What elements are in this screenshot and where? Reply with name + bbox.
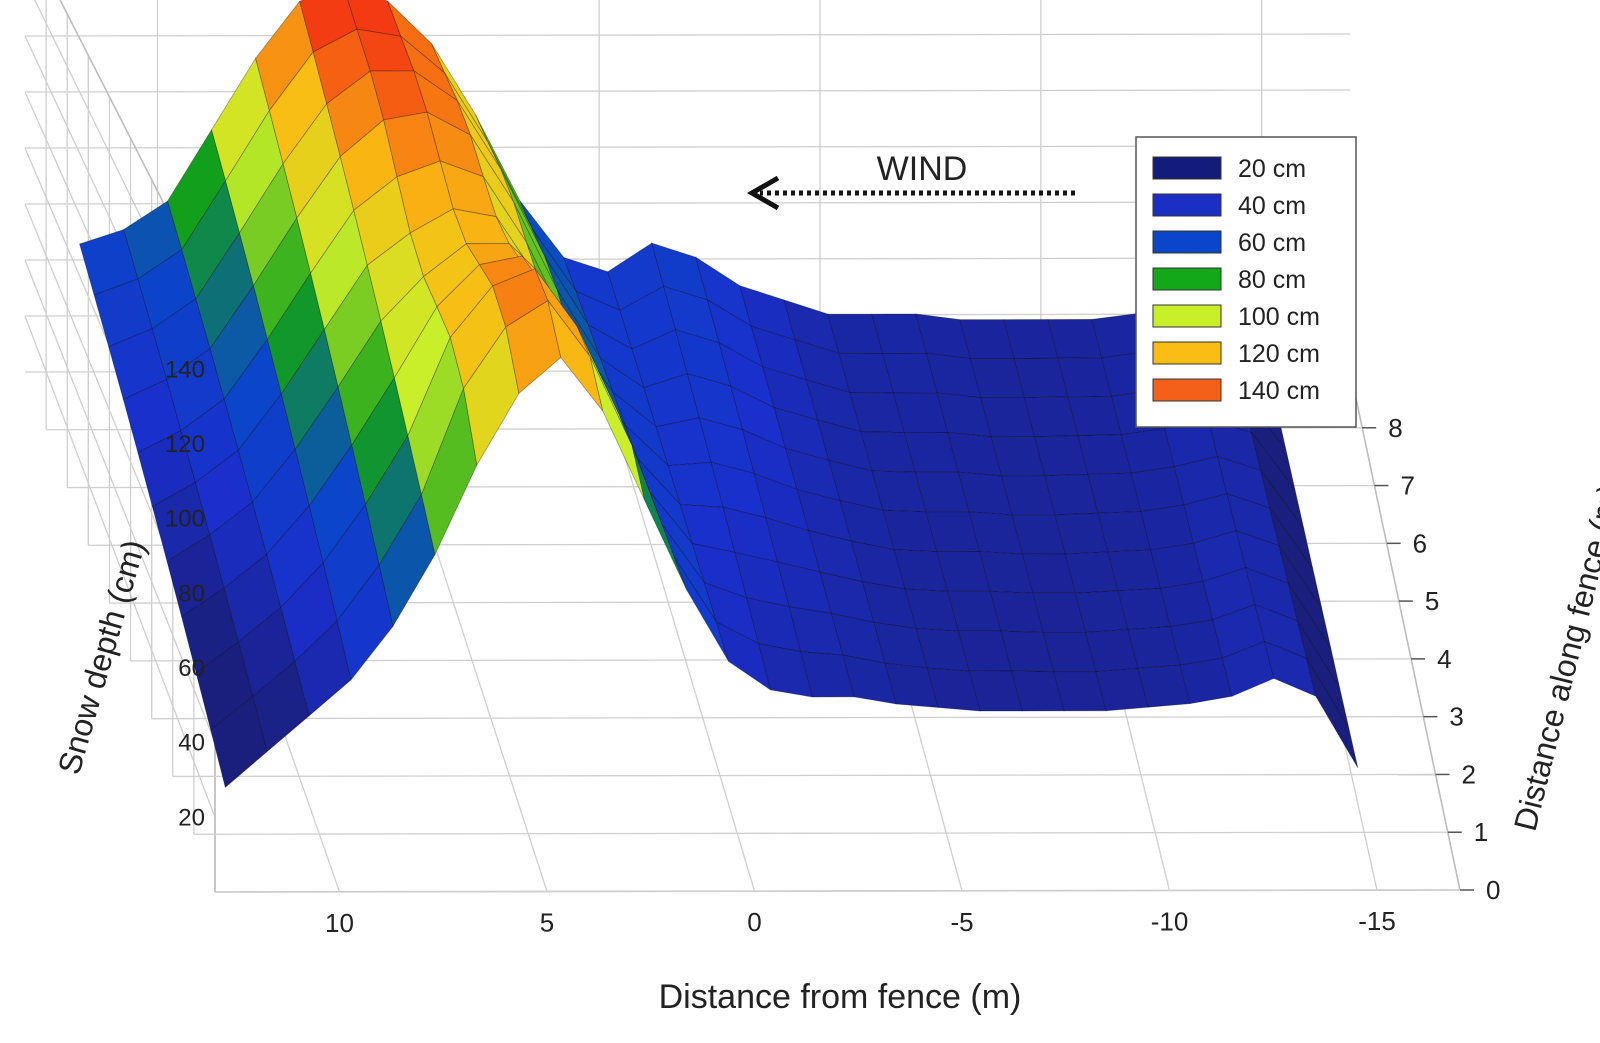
legend-swatch — [1152, 378, 1222, 402]
legend-label: 100 cm — [1238, 303, 1320, 331]
z-axis-ticks: 20 40 60 80 100 120 140 — [165, 356, 205, 831]
wind-annotation: WIND — [877, 150, 968, 188]
floor-gridline-y — [172, 773, 1436, 778]
z-tick-label: 120 — [165, 431, 205, 458]
y-tick-label: 8 — [1388, 413, 1402, 443]
legend-swatch — [1152, 267, 1222, 291]
axis-box-edge — [1349, 369, 1461, 891]
y-axis-ticks: 0 1 2 3 4 5 6 7 8 — [1362, 413, 1500, 905]
z-tick-label: 20 — [178, 804, 205, 831]
y-tick-label: 5 — [1425, 586, 1439, 616]
x-tick-label: 10 — [325, 908, 354, 938]
floor-gridline-y — [214, 889, 1461, 893]
x-tick-label: -10 — [1151, 906, 1189, 936]
legend-label: 20 cm — [1238, 155, 1306, 183]
surface-patch — [1278, 545, 1332, 649]
x-axis-ticks: 10 5 0 -5 -10 -15 — [325, 906, 1396, 938]
y-tick-label: 6 — [1413, 528, 1427, 558]
floor-gridline-y — [151, 716, 1424, 720]
z-axis-label: Snow depth (cm) — [51, 536, 152, 778]
legend-label: 140 cm — [1238, 377, 1320, 405]
x-tick-label: -15 — [1358, 906, 1396, 936]
y-tick-label: 0 — [1486, 875, 1500, 905]
legend: 20 cm 40 cm 60 cm 80 cm 100 cm 120 cm 140 cm — [1135, 136, 1357, 428]
legend-swatch — [1152, 193, 1222, 217]
y-tick-label: 3 — [1449, 702, 1463, 732]
z-tick-label: 60 — [178, 655, 205, 682]
y-tick-label: 2 — [1462, 759, 1476, 789]
wind-arrow-icon — [746, 175, 1075, 211]
z-tick-label: 140 — [165, 356, 205, 383]
legend-swatch — [1152, 341, 1222, 365]
legend-label: 40 cm — [1238, 192, 1306, 220]
surface-patch — [1306, 658, 1359, 768]
z-tick-label: 40 — [178, 730, 205, 757]
y-tick-label: 4 — [1437, 644, 1451, 674]
legend-label: 120 cm — [1238, 340, 1320, 368]
legend-label: 80 cm — [1238, 266, 1306, 294]
wind-arrow-head — [746, 175, 780, 211]
y-tick-label: 7 — [1400, 471, 1414, 501]
y-tick-label: 1 — [1474, 817, 1488, 847]
floor-gridline-y — [193, 831, 1448, 835]
legend-swatch — [1152, 156, 1222, 180]
z-tick-label: 80 — [178, 580, 205, 607]
x-axis-label: Distance from fence (m) — [659, 978, 1022, 1016]
snow-surface — [79, 0, 1359, 789]
x-tick-label: -5 — [950, 907, 973, 937]
surface-patch — [1287, 583, 1341, 689]
side-gridline-z — [24, 315, 216, 818]
legend-swatch — [1152, 230, 1222, 254]
surface-patch — [299, 0, 358, 53]
legend-label: 60 cm — [1238, 229, 1306, 257]
surface-patch — [1297, 620, 1350, 729]
back-gridline-z — [24, 89, 1351, 93]
x-tick-label: 5 — [540, 907, 554, 937]
legend-swatch — [1152, 304, 1222, 328]
x-tick-label: 0 — [747, 907, 761, 937]
z-tick-label: 100 — [165, 506, 205, 533]
side-gridline-z — [24, 259, 216, 743]
back-gridline-z — [24, 33, 1351, 37]
y-axis-label: Distance along fence (m) — [1507, 480, 1600, 834]
